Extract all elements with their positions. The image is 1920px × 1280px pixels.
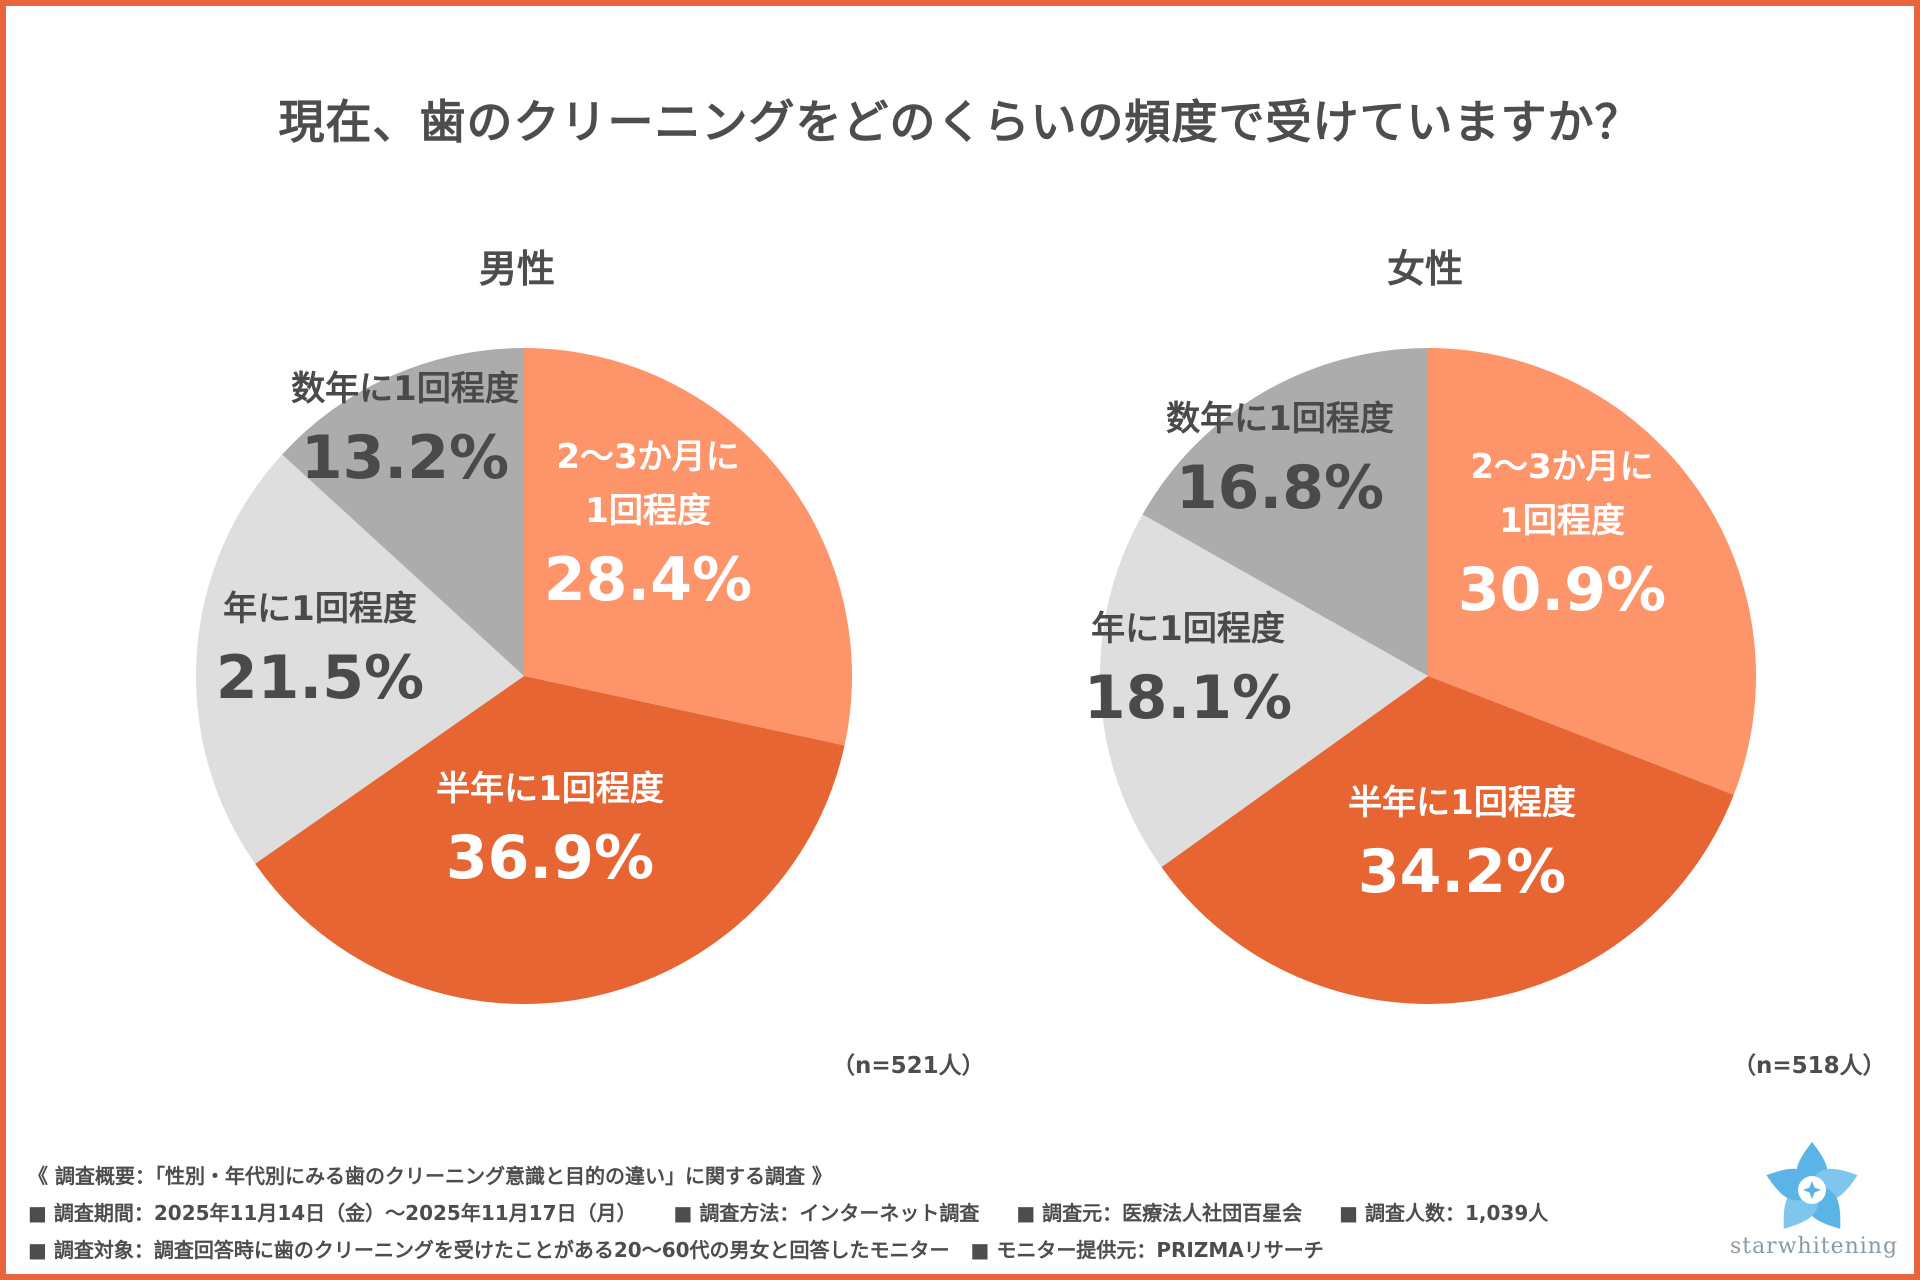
pie-chart-male: 2〜3か月に 1回程度 28.4% 半年に1回程度 36.9% 年に1回程度 21.5% 数年… (196, 348, 852, 1004)
pie-slice-yearly (1100, 514, 1428, 868)
slice-category-text: 数年に1回程度 (291, 369, 519, 409)
slice-value-text: 13.2% (301, 423, 509, 493)
slice-value-text: 30.9% (1458, 555, 1666, 625)
survey-overview: 《 調査概要：「性別・年代別にみる歯のクリーニング意識と目的の違い」に関する調査… (28, 1164, 832, 1188)
pie-slice-half-year (255, 676, 845, 1004)
survey-target: ■ 調査対象：調査回答時に歯のクリーニングを受けたことがある20〜60代の男女と… (28, 1238, 950, 1262)
slice-label-yearly: 年に1回程度 21.5% (216, 589, 424, 713)
slice-label-2-3-months: 2〜3か月に 1回程度 30.9% (1458, 447, 1666, 625)
pie-slice-yearly (196, 454, 524, 864)
slice-label-half-year: 半年に1回程度 34.2% (1348, 783, 1576, 907)
slice-category-text: 年に1回程度 (1091, 609, 1285, 649)
slice-label-half-year: 半年に1回程度 36.9% (436, 769, 664, 893)
pie-slice-several-years (1142, 348, 1428, 676)
slice-category-text: 1回程度 (585, 491, 711, 531)
star-flower-icon (1766, 1142, 1858, 1229)
monitor-provider: ■ モニター提供元：PRIZMAリサーチ (970, 1238, 1324, 1262)
slice-label-2-3-months: 2〜3か月に 1回程度 28.4% (544, 437, 752, 615)
slice-value-text: 18.1% (1084, 663, 1292, 733)
slice-category-text: 2〜3か月に (1470, 447, 1653, 487)
slice-value-text: 34.2% (1358, 837, 1566, 907)
chart-title-male: 男性 (478, 247, 555, 291)
slice-value-text: 36.9% (446, 823, 654, 893)
slice-category-text: 数年に1回程度 (1166, 399, 1394, 439)
slice-value-text: 28.4% (544, 545, 752, 615)
survey-count: ■ 調査人数：1,039人 (1339, 1201, 1549, 1225)
slice-value-text: 16.8% (1176, 453, 1384, 523)
slice-category-text: 2〜3か月に (556, 437, 739, 477)
chart-title-female: 女性 (1386, 247, 1463, 291)
sample-size-female: （n=518人） (1733, 1053, 1886, 1079)
brand-logo-text: starwhitening (1729, 1234, 1899, 1259)
survey-method: ■ 調査方法：インターネット調査 (673, 1201, 980, 1225)
slice-label-several-years: 数年に1回程度 13.2% (291, 369, 519, 493)
pie-chart-female: 2〜3か月に 1回程度 30.9% 半年に1回程度 34.2% 年に1回程度 18.1% 数年… (1084, 348, 1756, 1004)
sample-size-male: （n=521人） (832, 1053, 985, 1079)
slice-label-several-years: 数年に1回程度 16.8% (1166, 399, 1394, 523)
slice-category-text: 半年に1回程度 (1348, 783, 1576, 823)
pie-slice-2-3-months (524, 348, 852, 746)
pie-slice-several-years (282, 348, 524, 676)
survey-source: ■ 調査元：医療法人社団百星会 (1016, 1201, 1303, 1225)
slice-category-text: 半年に1回程度 (436, 769, 664, 809)
pie-slice-half-year (1161, 676, 1734, 1004)
slice-value-text: 21.5% (216, 643, 424, 713)
slice-category-text: 年に1回程度 (223, 589, 417, 629)
survey-details-2: ■ 調査対象：調査回答時に歯のクリーニングを受けたことがある20〜60代の男女と… (28, 1234, 1354, 1263)
survey-period: ■ 調査期間：2025年11月14日（金）〜2025年11月17日（月） (28, 1201, 637, 1225)
survey-details-1: ■ 調査期間：2025年11月14日（金）〜2025年11月17日（月） ■ 調… (28, 1197, 1578, 1226)
slice-category-text: 1回程度 (1499, 501, 1625, 541)
page-title: 現在、歯のクリーニングをどのくらいの頻度で受けていますか？ (278, 95, 1642, 149)
pie-slice-2-3-months (1428, 348, 1756, 795)
slice-label-yearly: 年に1回程度 18.1% (1084, 609, 1292, 733)
